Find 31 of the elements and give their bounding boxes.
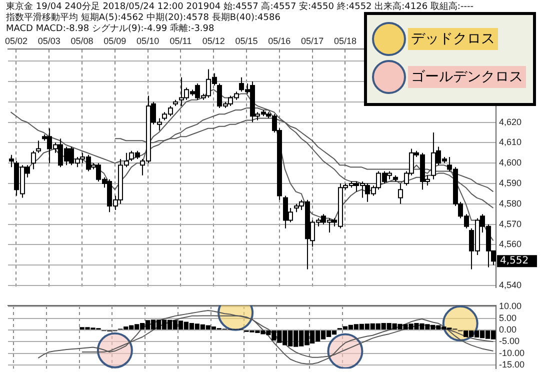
x-tick-label: 05/10	[136, 36, 160, 46]
x-tick-label: 05/08	[70, 36, 94, 46]
text: MACD MACD:-8.98 シグナル(9):-4.99 乖離:-3.98	[6, 24, 214, 34]
y-tick-label: 4,620	[499, 116, 522, 127]
text: 4,552	[500, 256, 529, 267]
x-tick-label: 05/17	[301, 36, 324, 46]
y-tick-label: -15.00	[499, 360, 525, 370]
y-tick-label: 4,600	[499, 158, 522, 168]
chart-subtitle: 指数平滑移動平均 短期A(5):4562 中期(20):4578 長期B(40):4586	[6, 13, 282, 24]
x-tick-label: 05/15	[235, 36, 258, 46]
text: ゴールデンクロス	[408, 66, 526, 88]
y-tick-label: 4,560	[499, 239, 522, 250]
chart-title: 東京金 19/04 240分足 2018/05/24 12:00 201904 始:4557 高:4557 安:4550 終:4552 出来高:4126 取組高:----	[6, 2, 474, 12]
x-tick-label: 05/18	[334, 36, 356, 46]
y-tick-label: 4,570	[499, 218, 522, 229]
y-tick-label: 4,610	[499, 137, 522, 148]
y-tick-label: 4,580	[499, 198, 522, 208]
y-tick-label: -10.00	[499, 348, 525, 358]
y-tick-label: -5.00	[499, 336, 520, 346]
y-tick-label: 10.00	[499, 301, 522, 312]
y-tick-label: 4,590	[499, 178, 522, 188]
text: デッドクロス	[408, 28, 498, 50]
y-tick-label: 0.00	[499, 324, 517, 334]
x-tick-label: 05/09	[104, 36, 126, 46]
x-tick-label: 05/12	[202, 36, 225, 46]
y-tick-label: 4,540	[499, 280, 522, 290]
y-tick-label: 5.00	[499, 312, 517, 323]
x-tick-label: 05/02	[4, 36, 28, 46]
x-tick-label: 05/11	[170, 36, 192, 46]
x-tick-label: 05/16	[268, 36, 291, 46]
x-tick-label: 05/03	[38, 36, 60, 46]
